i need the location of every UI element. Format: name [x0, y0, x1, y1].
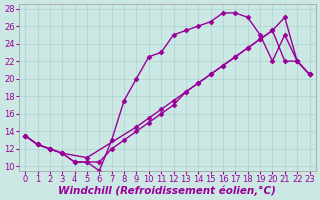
- X-axis label: Windchill (Refroidissement éolien,°C): Windchill (Refroidissement éolien,°C): [58, 185, 276, 196]
